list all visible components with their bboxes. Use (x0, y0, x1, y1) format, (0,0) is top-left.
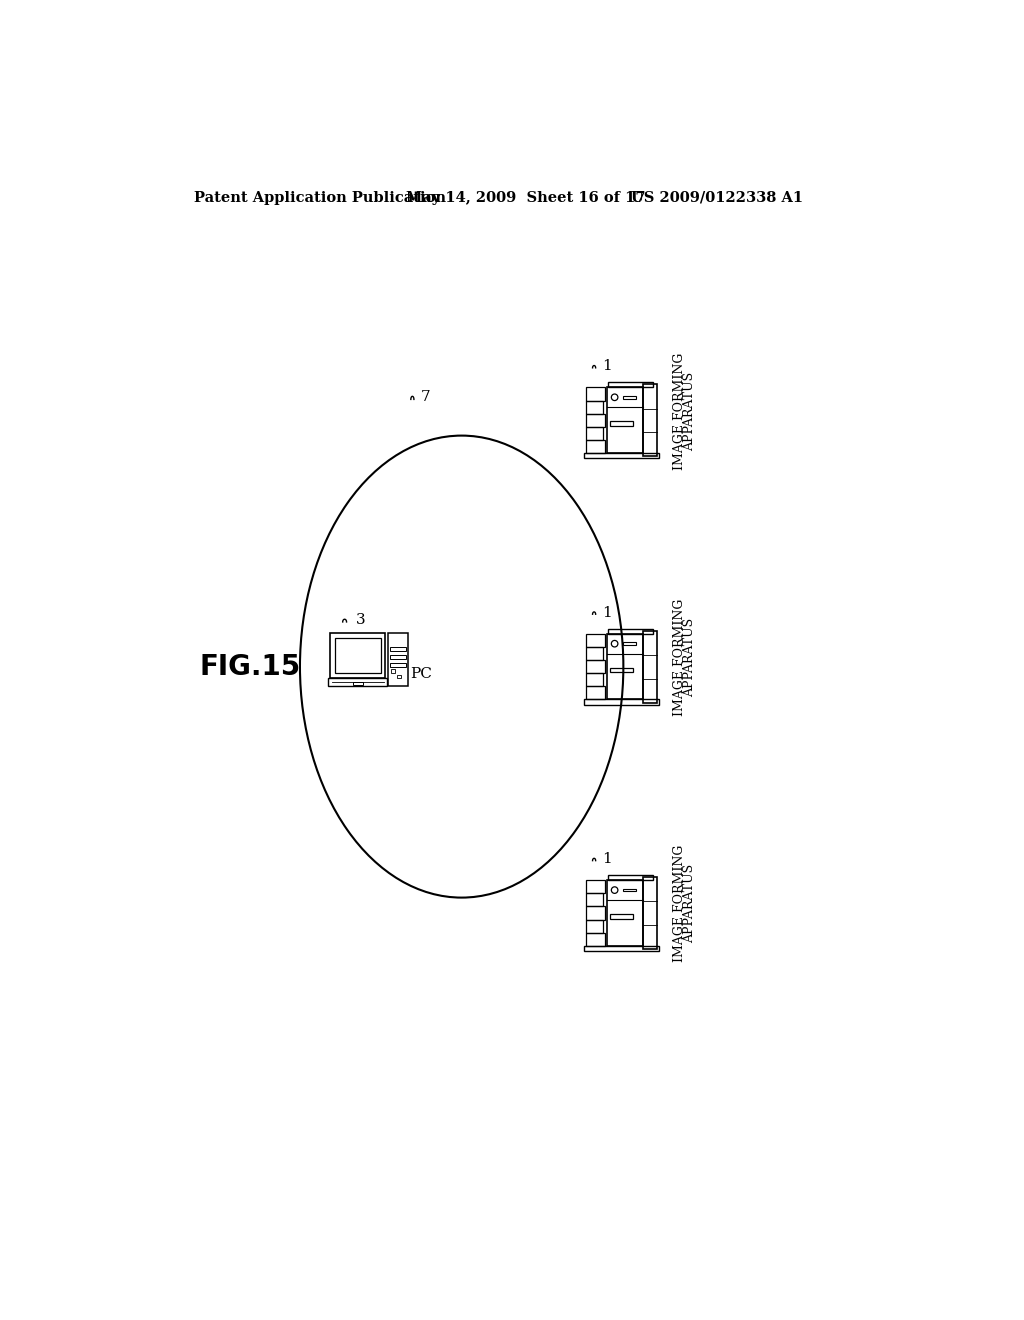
Bar (586, 634, 605, 647)
Bar (586, 388, 605, 400)
Bar (586, 673, 603, 686)
Bar (624, 643, 636, 645)
Text: 7: 7 (421, 391, 430, 404)
Bar (586, 933, 605, 945)
Bar (586, 647, 603, 660)
Bar (586, 660, 605, 673)
Text: Patent Application Publication: Patent Application Publication (194, 191, 445, 205)
Bar (390, 655, 406, 659)
Bar (608, 875, 653, 880)
Text: FIG.15: FIG.15 (200, 652, 301, 681)
Text: 1: 1 (602, 606, 611, 619)
Bar (586, 400, 603, 413)
Bar (610, 913, 633, 919)
Bar (624, 396, 636, 399)
Text: 1: 1 (602, 359, 611, 374)
Text: US 2009/0122338 A1: US 2009/0122338 A1 (631, 191, 803, 205)
Bar (643, 631, 657, 702)
Bar (397, 675, 401, 678)
Text: May 14, 2009  Sheet 16 of 17: May 14, 2009 Sheet 16 of 17 (407, 191, 646, 205)
Text: PC: PC (410, 668, 432, 681)
Bar (390, 663, 406, 667)
Bar (329, 678, 387, 686)
Bar (388, 632, 408, 686)
Bar (607, 880, 643, 945)
Bar (352, 682, 362, 685)
Text: IMAGE FORMING: IMAGE FORMING (673, 599, 686, 715)
Bar (624, 888, 636, 891)
Bar (584, 700, 659, 705)
Bar (584, 945, 659, 950)
Bar (335, 638, 381, 673)
Bar (586, 413, 605, 426)
Bar (586, 426, 603, 440)
Bar (610, 421, 633, 426)
Text: 3: 3 (355, 614, 365, 627)
Bar (643, 384, 657, 457)
Bar (391, 669, 395, 673)
Text: APPARATUS: APPARATUS (683, 865, 696, 944)
Text: IMAGE FORMING: IMAGE FORMING (673, 352, 686, 470)
Text: 1: 1 (602, 853, 611, 866)
Bar (607, 388, 643, 453)
Bar (608, 628, 653, 634)
Bar (607, 634, 643, 700)
Bar (390, 647, 406, 651)
Bar (330, 632, 385, 678)
Bar (586, 920, 603, 933)
Bar (610, 668, 633, 672)
Bar (643, 876, 657, 949)
Text: IMAGE FORMING: IMAGE FORMING (673, 845, 686, 962)
Bar (586, 880, 605, 894)
Text: APPARATUS: APPARATUS (683, 371, 696, 450)
Bar (608, 383, 653, 388)
Bar (584, 453, 659, 458)
Text: APPARATUS: APPARATUS (683, 618, 696, 697)
Bar (586, 894, 603, 907)
Bar (586, 686, 605, 700)
Bar (586, 907, 605, 920)
Bar (586, 440, 605, 453)
